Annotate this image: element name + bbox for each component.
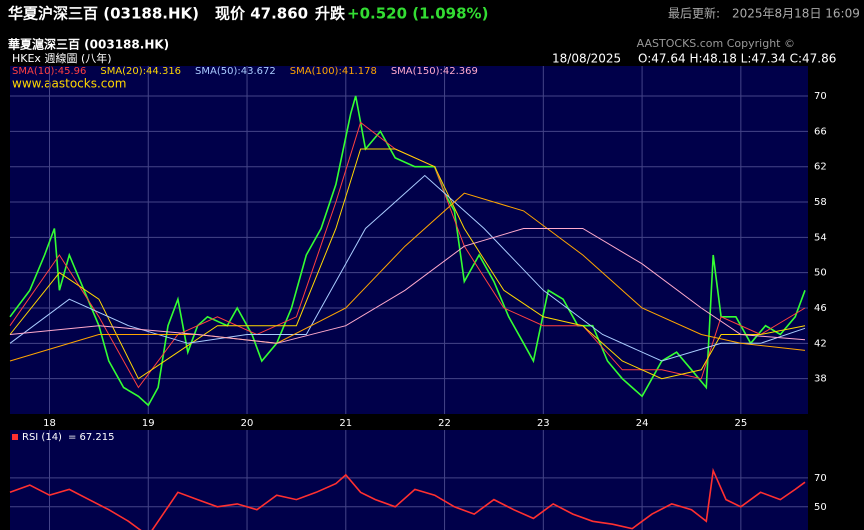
y-tick-label: 62 [814, 162, 827, 173]
plot-bg [10, 66, 808, 414]
x-tick-label: 23 [537, 418, 550, 429]
legend-value: = 67.215 [68, 432, 115, 443]
date: 18/08/2025 [552, 52, 621, 66]
legend-entry: SMA(10):45.96 [12, 66, 86, 77]
legend-swatch [12, 434, 18, 440]
legend-entry: SMA(50):43.672 [195, 66, 276, 77]
series-line [9, 148, 806, 380]
updated-label: 最后更新: [668, 6, 720, 21]
series-line [9, 174, 806, 362]
site: www.aastocks.com [12, 77, 126, 91]
x-tick-label: 25 [734, 418, 747, 429]
chart-name: 華夏滬深三百 (003188.HK) [8, 37, 169, 52]
y-tick-label: 66 [814, 126, 827, 137]
legend-entry: RSI (14) [22, 432, 62, 443]
x-tick-label: 22 [438, 418, 451, 429]
y-tick-label: 42 [814, 338, 827, 349]
y-tick-label: 50 [814, 268, 827, 279]
x-tick-label: 19 [142, 418, 155, 429]
subtitle: HKEx 週線圖 (八年) [12, 51, 112, 65]
y-tick-label: 70 [814, 91, 827, 102]
legend-entry: SMA(20):44.316 [100, 66, 181, 77]
y-tick-label: 50 [814, 502, 827, 513]
x-tick-label: 18 [43, 418, 56, 429]
price: 现价 47.860 [215, 5, 308, 23]
copyright: AASTOCKS.com Copyright © [637, 37, 795, 50]
x-tick-label: 21 [339, 418, 352, 429]
series-line [9, 467, 806, 530]
change: +0.520 (1.098%) [347, 5, 488, 23]
x-tick-label: 24 [636, 418, 649, 429]
rsi-bg [10, 430, 808, 530]
series-line [9, 95, 806, 407]
y-tick-label: 46 [814, 303, 827, 314]
ohlc: O:47.64 H:48.18 L:47.34 C:47.86 [638, 52, 836, 66]
y-tick-label: 58 [814, 197, 827, 208]
y-tick-label: 54 [814, 232, 827, 243]
legend-entry: SMA(100):41.178 [290, 66, 377, 77]
legend-entry: SMA(150):42.369 [391, 66, 478, 77]
series-line [9, 228, 806, 344]
updated: 2025年8月18日 16:09 [732, 7, 860, 21]
y-tick-label: 70 [814, 473, 827, 484]
title: 华夏沪深三百 (03188.HK) [8, 5, 199, 23]
y-tick-label: 38 [814, 374, 827, 385]
change-label: 升跌 [315, 5, 346, 23]
x-tick-label: 20 [241, 418, 254, 429]
